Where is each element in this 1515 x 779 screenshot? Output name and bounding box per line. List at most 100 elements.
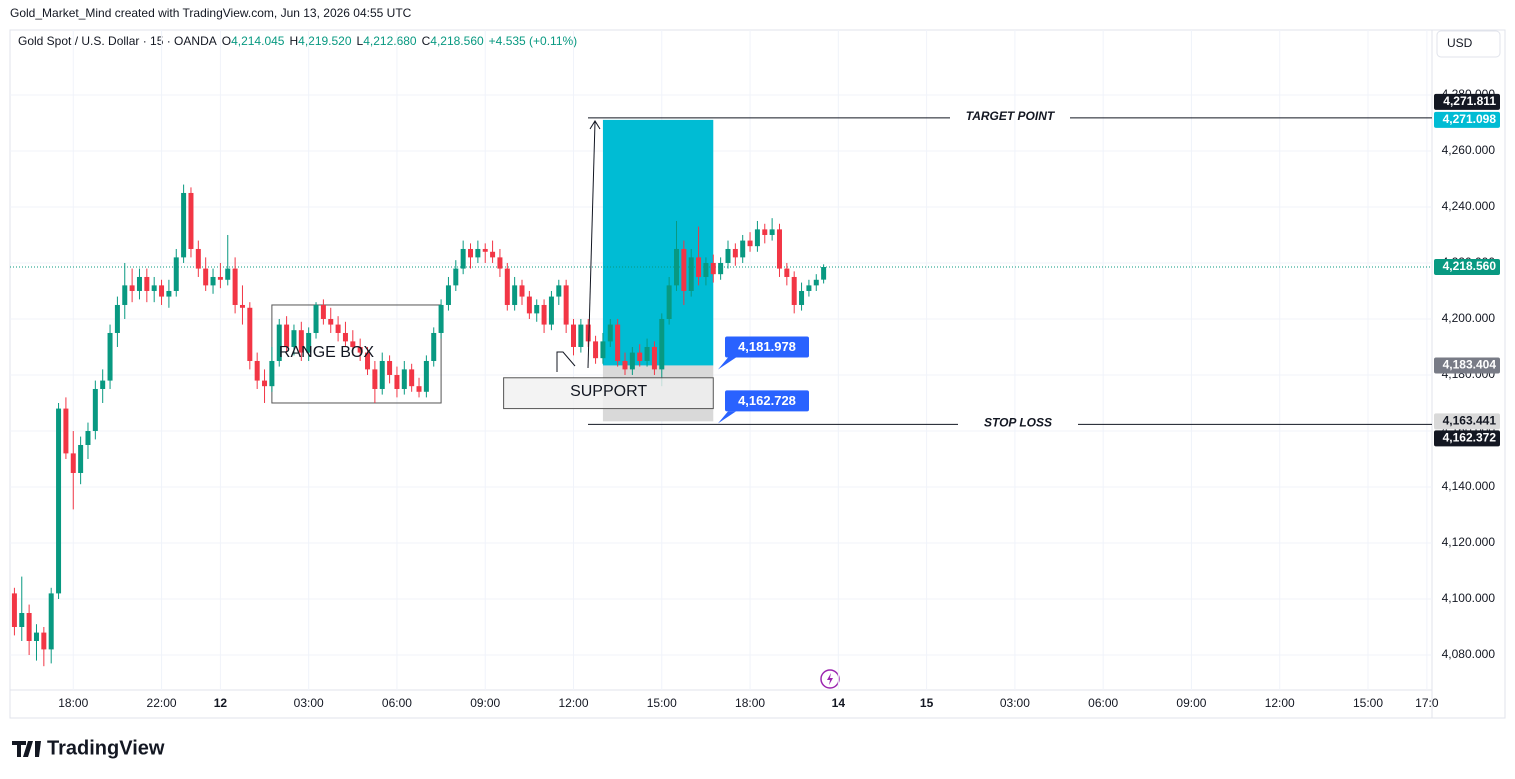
ohlc-letter: L (357, 34, 364, 48)
x-tick-label: 03:00 (294, 696, 324, 710)
candle-body (401, 369, 407, 389)
lightning-icon[interactable] (820, 669, 840, 689)
candle-body (41, 632, 47, 650)
x-tick-label: 12 (214, 696, 228, 710)
candle-body (365, 352, 371, 370)
candle-body (762, 229, 768, 235)
candle-body (512, 285, 518, 305)
candle-body (776, 229, 782, 269)
callout-label: 4,162.728 (738, 393, 796, 408)
price-label: 4,271.098 (1443, 112, 1497, 126)
arrow-line (556, 351, 576, 372)
candle-body (320, 304, 326, 319)
callout-box (725, 336, 809, 358)
candle-body (541, 304, 547, 325)
candle-body (600, 341, 606, 359)
candle-body (136, 276, 142, 291)
ohlc-value: 4,219.520 (298, 34, 352, 48)
candle-body (519, 285, 525, 297)
candle-body (357, 346, 363, 353)
candle-body (806, 285, 812, 291)
x-tick-label: 17:0 (1415, 696, 1439, 710)
candle-body (254, 360, 260, 381)
candle-body (460, 248, 466, 269)
x-tick-label: 09:00 (470, 696, 500, 710)
candle-body (453, 268, 459, 286)
candle-body (100, 380, 106, 389)
symbol-header: Gold Spot / U.S. Dollar · 15 · OANDA O4,2… (18, 34, 577, 48)
x-tick-label: 14 (832, 696, 846, 710)
ohlc-letter: H (289, 34, 298, 48)
y-tick-label: 4,080.000 (1442, 647, 1496, 661)
candle-body (784, 268, 790, 277)
price-label-box (1434, 357, 1500, 374)
candle-body (144, 276, 150, 291)
candle-body (181, 192, 187, 258)
y-tick-label: 4,140.000 (1442, 479, 1496, 493)
candle-body (56, 408, 62, 594)
candle-body (239, 304, 245, 308)
candle-body (48, 593, 54, 650)
candle-body (526, 296, 532, 314)
candle-body (225, 268, 231, 280)
price-label: 4,271.811 (1443, 94, 1496, 108)
range-box-label: RANGE BOX (279, 344, 374, 361)
candle-body (548, 296, 554, 325)
x-tick-label: 09:00 (1176, 696, 1206, 710)
candle-body (195, 248, 201, 269)
candle-body (328, 318, 334, 325)
callout-pointer (718, 357, 736, 370)
candle-body (681, 248, 687, 291)
symbol: Gold Spot / U.S. Dollar · 15 · OANDA (18, 34, 217, 48)
candle-body (159, 285, 165, 297)
price-label-box (1434, 111, 1500, 128)
candle-body (637, 352, 643, 361)
candle-body (732, 248, 738, 258)
candle-body (247, 307, 253, 361)
candle-body (394, 374, 400, 389)
symbol-line: Gold Spot / U.S. Dollar · 15 · OANDA O4,2… (18, 34, 577, 48)
candle-body (718, 262, 724, 275)
candle-body (63, 408, 69, 454)
candle-body (210, 276, 216, 286)
x-tick-label: 15 (920, 696, 934, 710)
candle-body (114, 304, 120, 333)
change: +4.535 (+0.11%) (489, 34, 578, 48)
candle-body (644, 346, 650, 361)
frame (9, 29, 1506, 719)
candle-body (379, 360, 385, 389)
candle-body (313, 304, 319, 333)
x-tick-label: 18:00 (58, 696, 88, 710)
price-label-box (1434, 430, 1500, 447)
candle-body (504, 268, 510, 305)
candle-body (423, 360, 429, 392)
candle-body (769, 229, 775, 235)
currency[interactable]: USD (1447, 36, 1473, 50)
candle-body (578, 324, 584, 347)
x-tick-label: 22:00 (147, 696, 177, 710)
candle-body (92, 388, 98, 431)
candle-body (129, 285, 135, 291)
x-tick-label: 12:00 (1265, 696, 1295, 710)
candle-body (799, 290, 805, 305)
currency-button[interactable] (1436, 30, 1501, 58)
candle-body (173, 257, 179, 291)
x-tick-label: 18:00 (735, 696, 765, 710)
candle-body (33, 632, 39, 641)
candle-body (725, 248, 731, 263)
arrow (587, 121, 596, 369)
candle-body (416, 386, 422, 392)
candle-body (151, 285, 157, 291)
candle-body (11, 593, 17, 627)
candle-body (19, 612, 25, 627)
candle-body (710, 262, 716, 275)
candle-body (659, 318, 665, 370)
candle-body (298, 330, 304, 353)
candle-body (203, 268, 209, 286)
candle-body (696, 257, 702, 277)
candle-body (85, 430, 91, 445)
y-tick-label: 4,260.000 (1442, 143, 1496, 157)
price-label: 4,183.404 (1443, 358, 1497, 372)
x-tick-label: 03:00 (1000, 696, 1030, 710)
